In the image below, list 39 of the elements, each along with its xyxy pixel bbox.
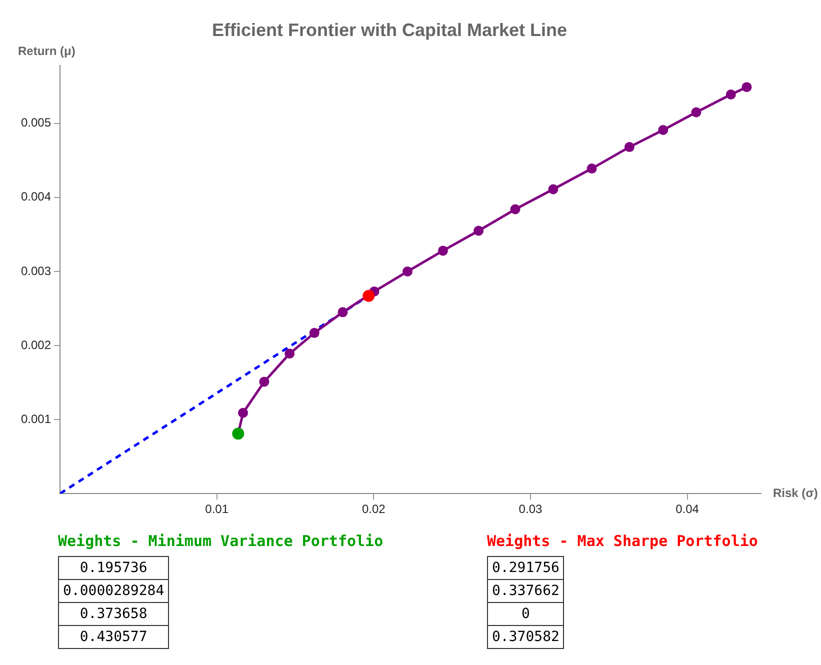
point — [548, 184, 558, 194]
x-tick-label: 0.02 — [362, 502, 386, 516]
point — [474, 226, 484, 236]
text: 0.291756 — [488, 556, 564, 580]
point — [742, 82, 752, 92]
text: 0.430577 — [58, 626, 169, 648]
text: 0.337662 — [488, 580, 564, 602]
point — [238, 408, 248, 418]
text: 0.195736 — [58, 556, 169, 580]
y-tick-label: 0.004 — [21, 190, 52, 204]
x-axis-title: Risk (σ) — [773, 486, 818, 500]
text: Weights - Max Sharpe Portfolio — [487, 532, 758, 550]
y-tick-label: 0.002 — [21, 338, 52, 352]
point — [259, 376, 270, 387]
point — [438, 246, 448, 256]
point — [658, 125, 668, 136]
text: 0.0000289284 — [58, 580, 169, 602]
text: 0 — [488, 602, 564, 626]
text: 0.373658 — [58, 602, 169, 626]
y-tick-label: 0.003 — [21, 264, 52, 278]
x-tick-label: 0.01 — [205, 502, 229, 516]
y-axis-title: Return (μ) — [18, 44, 76, 58]
point — [624, 142, 634, 152]
point — [338, 307, 348, 318]
x-tick-label: 0.04 — [676, 502, 700, 516]
text: 0.370582 — [488, 626, 564, 648]
point — [284, 348, 295, 359]
point — [726, 89, 736, 100]
point — [586, 164, 597, 174]
text: Weights - Minimum Variance Portfolio — [58, 532, 384, 550]
x-tick-label: 0.03 — [518, 502, 542, 516]
point — [402, 266, 413, 276]
point — [362, 290, 375, 302]
y-tick-label: 0.001 — [21, 412, 52, 426]
point — [510, 204, 520, 214]
chart-title: Efficient Frontier with Capital Market Line — [212, 20, 568, 40]
point — [309, 328, 320, 338]
y-tick-label: 0.005 — [21, 116, 52, 130]
point — [691, 107, 702, 118]
